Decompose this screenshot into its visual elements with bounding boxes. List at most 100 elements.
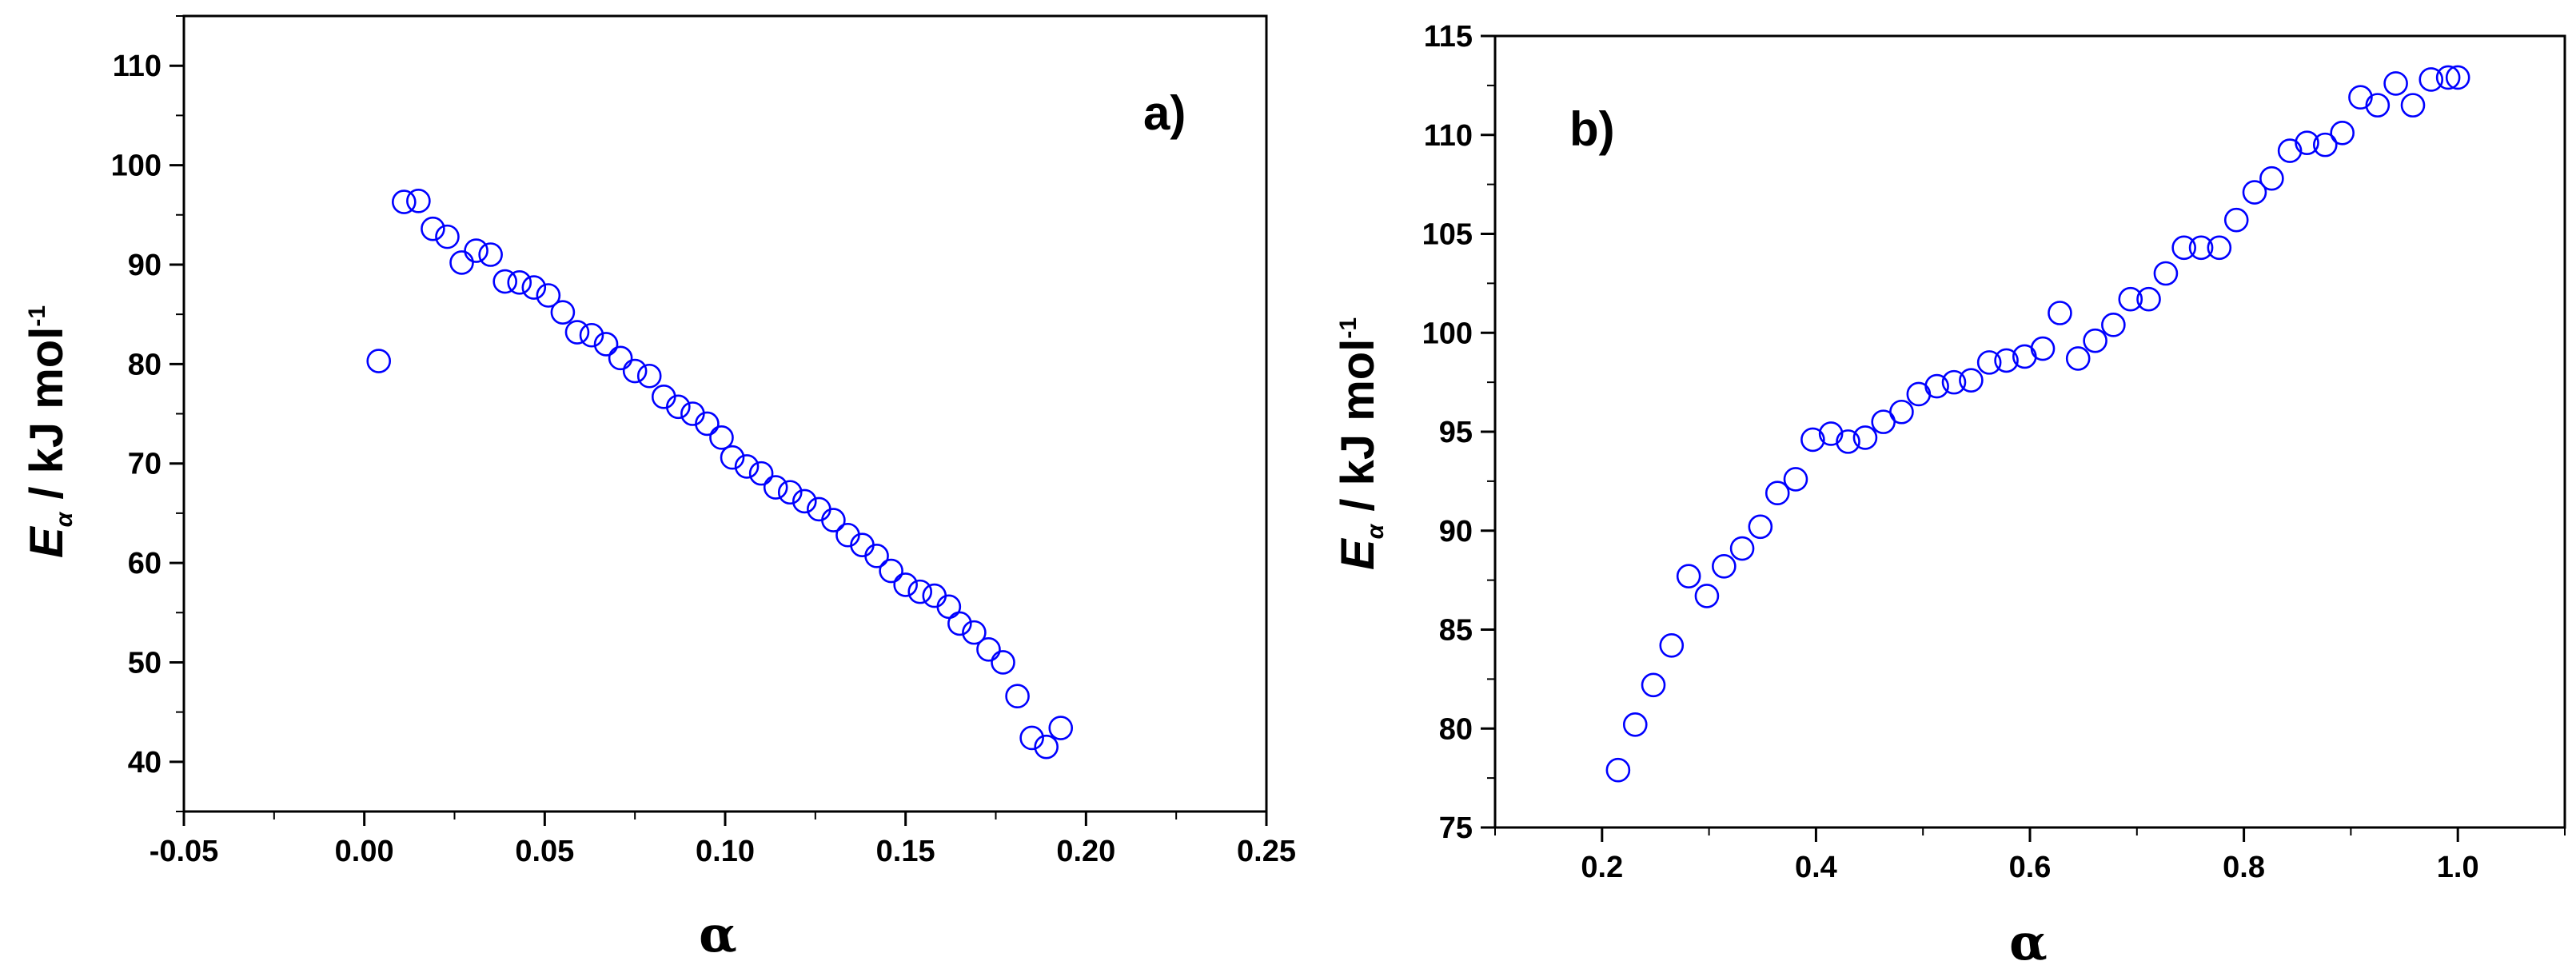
y-tick-label: 100 — [1422, 317, 1473, 350]
data-point — [2348, 85, 2373, 110]
y-tick-label: 110 — [1424, 119, 1473, 153]
panel-b-plot-frame — [1493, 34, 2566, 829]
y-tick-label: 75 — [1439, 811, 1473, 845]
data-point — [2171, 235, 2196, 261]
data-point — [748, 461, 774, 486]
data-point — [2445, 65, 2470, 90]
panel-a-ticks — [169, 15, 1268, 826]
data-point — [2153, 261, 2179, 286]
data-point — [1694, 584, 1720, 608]
panel-b-tick-labels: 0.2 0.4 0.6 0.8 1.0 75 80 85 90 95 100 105 110 115 — [1422, 20, 2479, 884]
data-point — [536, 283, 561, 308]
panel-b: 0.2 0.4 0.6 0.8 1.0 75 80 85 90 95 100 105 110 115 b)… — [1332, 20, 2566, 971]
panel-b-y-axis-title: Eα / kJ mol-1 — [1332, 317, 1389, 570]
data-point — [1659, 632, 1685, 658]
data-point — [564, 320, 590, 345]
data-point — [2188, 235, 2214, 261]
data-point — [1852, 425, 1878, 450]
data-point — [947, 611, 972, 636]
panel-a-x-axis-title: α — [699, 905, 737, 963]
data-point — [1712, 553, 1737, 579]
panel-a-data-points — [366, 189, 1074, 760]
data-point — [1605, 757, 1631, 783]
y-tick-label: 100 — [111, 150, 161, 183]
data-point — [893, 572, 918, 597]
data-point — [2223, 207, 2249, 233]
y-tick-label: 115 — [1424, 20, 1473, 54]
data-point — [2048, 301, 2072, 325]
data-point — [1818, 421, 1844, 446]
data-point — [507, 270, 532, 295]
panel-b-ticks — [1481, 34, 2566, 842]
data-point — [763, 475, 788, 500]
data-point — [1676, 564, 1701, 588]
data-point — [2277, 138, 2303, 163]
data-point — [1783, 467, 1808, 492]
data-point — [907, 579, 933, 604]
y-tick-label: 40 — [128, 746, 161, 780]
data-point — [1048, 716, 1074, 740]
y-tick-label: 90 — [1439, 515, 1473, 548]
data-point — [421, 216, 445, 241]
data-point — [478, 242, 503, 267]
panel-b-label: b) — [1569, 102, 1615, 156]
data-point — [636, 363, 662, 389]
x-tick-label: 0.2 — [1581, 851, 1623, 884]
data-point — [709, 425, 734, 450]
data-point — [2312, 132, 2338, 158]
data-point — [449, 250, 474, 275]
data-point — [464, 238, 488, 263]
data-point — [1959, 368, 1984, 393]
data-point — [1994, 348, 2019, 373]
y-tick-label: 80 — [1439, 712, 1473, 746]
y-tick-label: 70 — [128, 448, 161, 481]
panel-a-tick-labels: -0.05 0.00 0.05 0.10 0.15 0.20 0.25 40 50 60 70 80 9… — [111, 50, 1296, 868]
x-tick-label: 0.4 — [1795, 851, 1837, 884]
y-tick-label: 95 — [1439, 416, 1473, 449]
data-point — [1836, 429, 1860, 454]
y-tick-label: 50 — [128, 646, 161, 680]
x-tick-label: 0.6 — [2009, 851, 2052, 884]
data-point — [2065, 346, 2091, 371]
data-point — [821, 508, 846, 532]
data-point — [435, 224, 460, 249]
data-point — [976, 636, 1001, 662]
data-point — [1800, 427, 1825, 453]
data-point — [922, 583, 947, 608]
data-point — [1005, 684, 1030, 709]
data-point — [492, 269, 517, 294]
data-point — [2330, 120, 2355, 146]
data-point — [521, 275, 547, 300]
data-point — [936, 594, 962, 620]
data-point — [2259, 165, 2284, 191]
data-point — [864, 544, 889, 568]
data-point — [366, 349, 392, 373]
data-point — [622, 358, 648, 384]
x-tick-label: 0.20 — [1056, 835, 1115, 868]
data-point — [550, 300, 576, 325]
data-point — [2435, 65, 2461, 90]
x-tick-label: 0.25 — [1237, 835, 1296, 868]
x-tick-label: 0.05 — [515, 835, 574, 868]
data-point — [608, 345, 633, 371]
data-point — [2083, 328, 2107, 353]
panel-a-label: a) — [1143, 86, 1186, 140]
data-point — [593, 332, 619, 357]
data-point — [2418, 67, 2444, 92]
x-tick-label: 0.10 — [696, 835, 755, 868]
data-point — [1924, 373, 1949, 399]
x-tick-label: 0.15 — [876, 835, 935, 868]
data-point — [991, 650, 1015, 675]
data-point — [2295, 130, 2319, 155]
y-tick-label: 60 — [128, 547, 161, 580]
data-point — [1941, 369, 1967, 395]
data-point — [879, 558, 903, 584]
data-point — [2101, 313, 2126, 337]
panel-a-y-axis-title: Eα / kJ mol-1 — [21, 305, 78, 558]
x-tick-label: 1.0 — [2437, 851, 2479, 884]
panel-b-data-points — [1605, 65, 2470, 783]
data-point — [579, 322, 604, 348]
y-tick-label: 90 — [128, 249, 161, 282]
y-tick-label: 85 — [1439, 614, 1473, 648]
